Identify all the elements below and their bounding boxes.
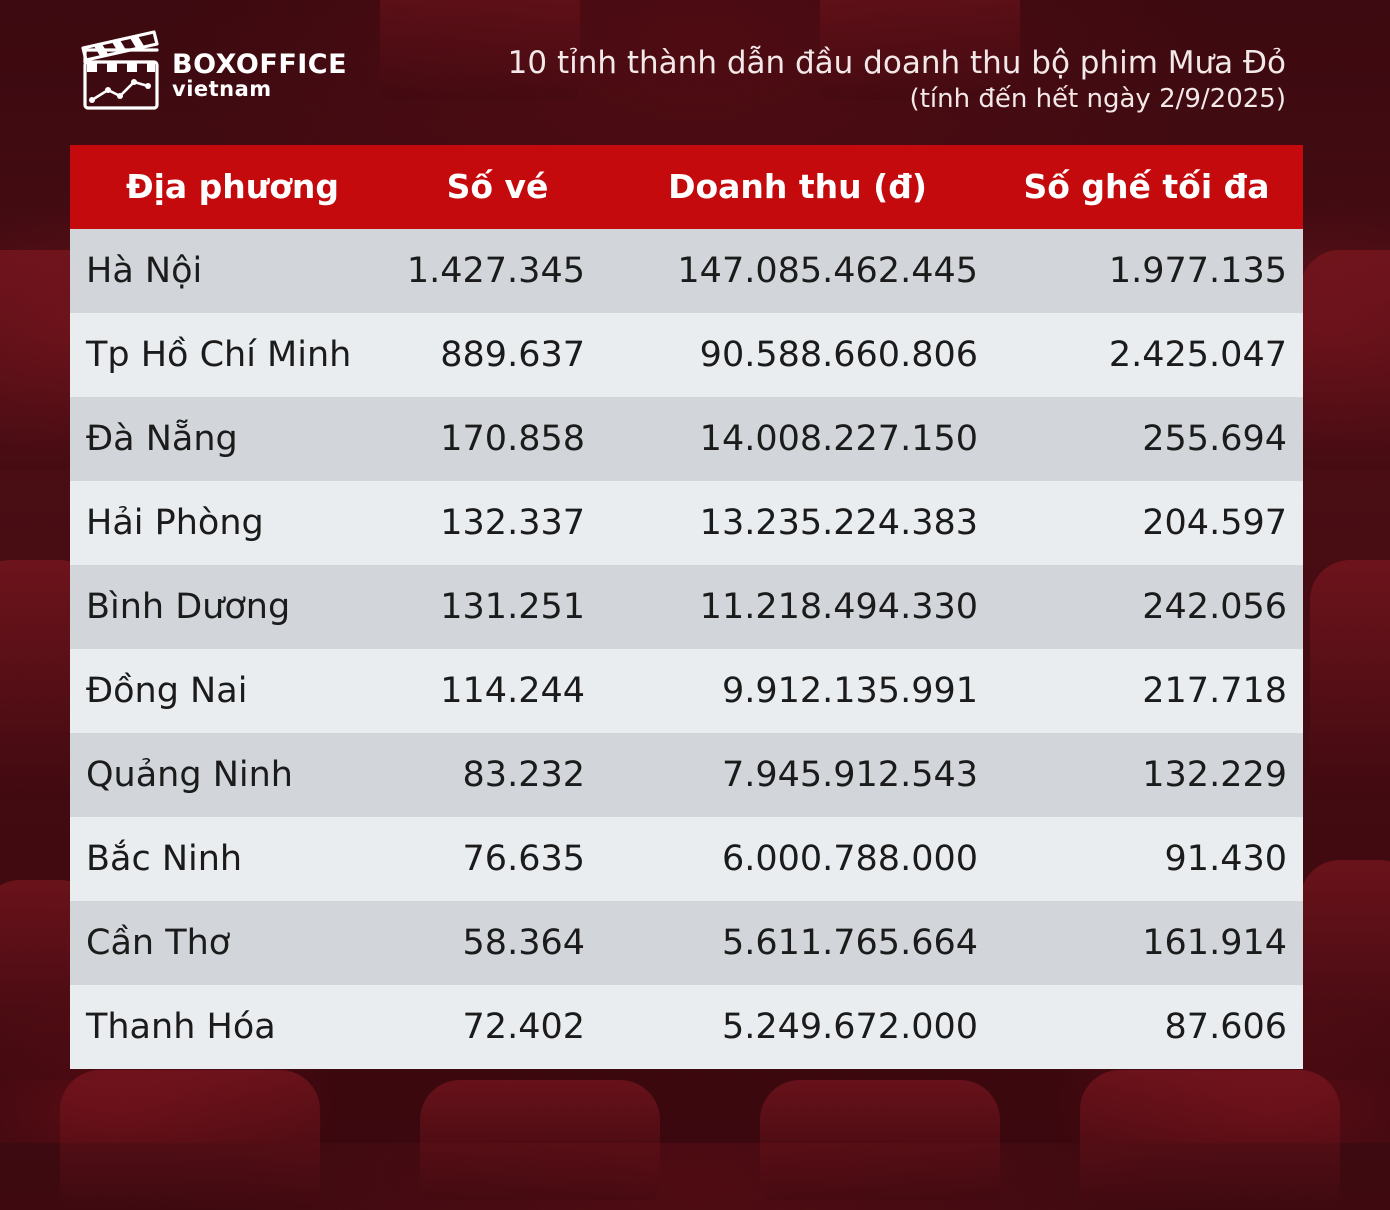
column-header-revenue: Doanh thu (đ): [668, 167, 927, 206]
cell-tickets: 83.232: [462, 755, 585, 795]
seat-decoration: [380, 0, 580, 100]
table-row: Quảng Ninh 83.232 7.945.912.543 132.229: [70, 733, 1303, 817]
cell-revenue: 11.218.494.330: [699, 587, 978, 627]
table-row: Hải Phòng 132.337 13.235.224.383 204.597: [70, 481, 1303, 565]
cell-max-seats: 2.425.047: [1108, 335, 1287, 375]
cell-tickets: 170.858: [440, 419, 585, 459]
table-row: Bình Dương 131.251 11.218.494.330 242.05…: [70, 565, 1303, 649]
seat-decoration: [1080, 1070, 1340, 1210]
seat-decoration: [420, 1080, 660, 1200]
cell-revenue: 7.945.912.543: [721, 755, 978, 795]
chart-title: 10 tỉnh thành dẫn đầu doanh thu bộ phim …: [507, 45, 1286, 81]
cell-revenue: 13.235.224.383: [699, 503, 978, 543]
cell-tickets: 58.364: [462, 923, 585, 963]
cell-revenue: 5.249.672.000: [721, 1007, 978, 1047]
seat-decoration: [1300, 860, 1390, 1080]
cell-max-seats: 91.430: [1164, 839, 1287, 879]
logo-text-vietnam: vietnam: [172, 77, 272, 101]
cell-location: Cần Thơ: [86, 923, 231, 963]
cell-max-seats: 161.914: [1142, 923, 1287, 963]
table-row: Tp Hồ Chí Minh 889.637 90.588.660.806 2.…: [70, 313, 1303, 397]
cell-max-seats: 242.056: [1142, 587, 1287, 627]
column-header-location: Địa phương: [125, 167, 340, 206]
cell-location: Bắc Ninh: [86, 839, 243, 879]
logo-text-boxoffice: BOXOFFICE: [172, 49, 348, 80]
cell-revenue: 5.611.765.664: [721, 923, 978, 963]
table-row: Thanh Hóa 72.402 5.249.672.000 87.606: [70, 985, 1303, 1069]
cell-revenue: 147.085.462.445: [677, 251, 978, 291]
cell-max-seats: 217.718: [1142, 671, 1287, 711]
cell-location: Đồng Nai: [86, 671, 248, 711]
seat-decoration: [1310, 560, 1390, 800]
seat-decoration: [820, 0, 1020, 100]
cell-revenue: 9.912.135.991: [721, 671, 978, 711]
cell-max-seats: 87.606: [1164, 1007, 1287, 1047]
seat-decoration: [1300, 250, 1390, 470]
cell-tickets: 1.427.345: [406, 251, 585, 291]
cell-location: Hải Phòng: [86, 503, 264, 543]
table-header: Địa phương Số vé Doanh thu (đ) Số ghế tố…: [70, 145, 1303, 229]
column-header-tickets: Số vé: [446, 167, 549, 206]
cell-tickets: 114.244: [440, 671, 585, 711]
cell-revenue: 90.588.660.806: [699, 335, 978, 375]
cell-tickets: 76.635: [462, 839, 585, 879]
chart-title-block: 10 tỉnh thành dẫn đầu doanh thu bộ phim …: [508, 44, 1286, 116]
table-row: Cần Thơ 58.364 5.611.765.664 161.914: [70, 901, 1303, 985]
cell-max-seats: 255.694: [1142, 419, 1287, 459]
seat-decoration: [760, 1080, 1000, 1200]
boxoffice-logo: BOXOFFICE vietnam: [80, 30, 360, 114]
column-header-max-seats: Số ghế tối đa: [1023, 167, 1270, 206]
cell-location: Tp Hồ Chí Minh: [86, 335, 352, 375]
revenue-table: Địa phương Số vé Doanh thu (đ) Số ghế tố…: [70, 145, 1303, 1069]
cell-location: Thanh Hóa: [86, 1007, 276, 1047]
cell-tickets: 889.637: [440, 335, 585, 375]
table-row: Đồng Nai 114.244 9.912.135.991 217.718: [70, 649, 1303, 733]
cell-tickets: 72.402: [462, 1007, 585, 1047]
cell-location: Quảng Ninh: [86, 755, 293, 795]
cell-max-seats: 132.229: [1142, 755, 1287, 795]
table-row: Hà Nội 1.427.345 147.085.462.445 1.977.1…: [70, 229, 1303, 313]
cell-revenue: 14.008.227.150: [699, 419, 978, 459]
cell-tickets: 132.337: [440, 503, 585, 543]
seat-decoration: [60, 1070, 320, 1210]
table-row: Bắc Ninh 76.635 6.000.788.000 91.430: [70, 817, 1303, 901]
chart-subtitle: (tính đến hết ngày 2/9/2025): [909, 84, 1286, 114]
cell-max-seats: 1.977.135: [1108, 251, 1287, 291]
cell-max-seats: 204.597: [1142, 503, 1287, 543]
clapperboard-chart-icon: [81, 30, 159, 110]
cell-location: Hà Nội: [86, 251, 203, 291]
cell-revenue: 6.000.788.000: [721, 839, 978, 879]
cell-tickets: 131.251: [440, 587, 585, 627]
table-row: Đà Nẵng 170.858 14.008.227.150 255.694: [70, 397, 1303, 481]
cell-location: Đà Nẵng: [86, 419, 238, 459]
cell-location: Bình Dương: [86, 587, 291, 627]
